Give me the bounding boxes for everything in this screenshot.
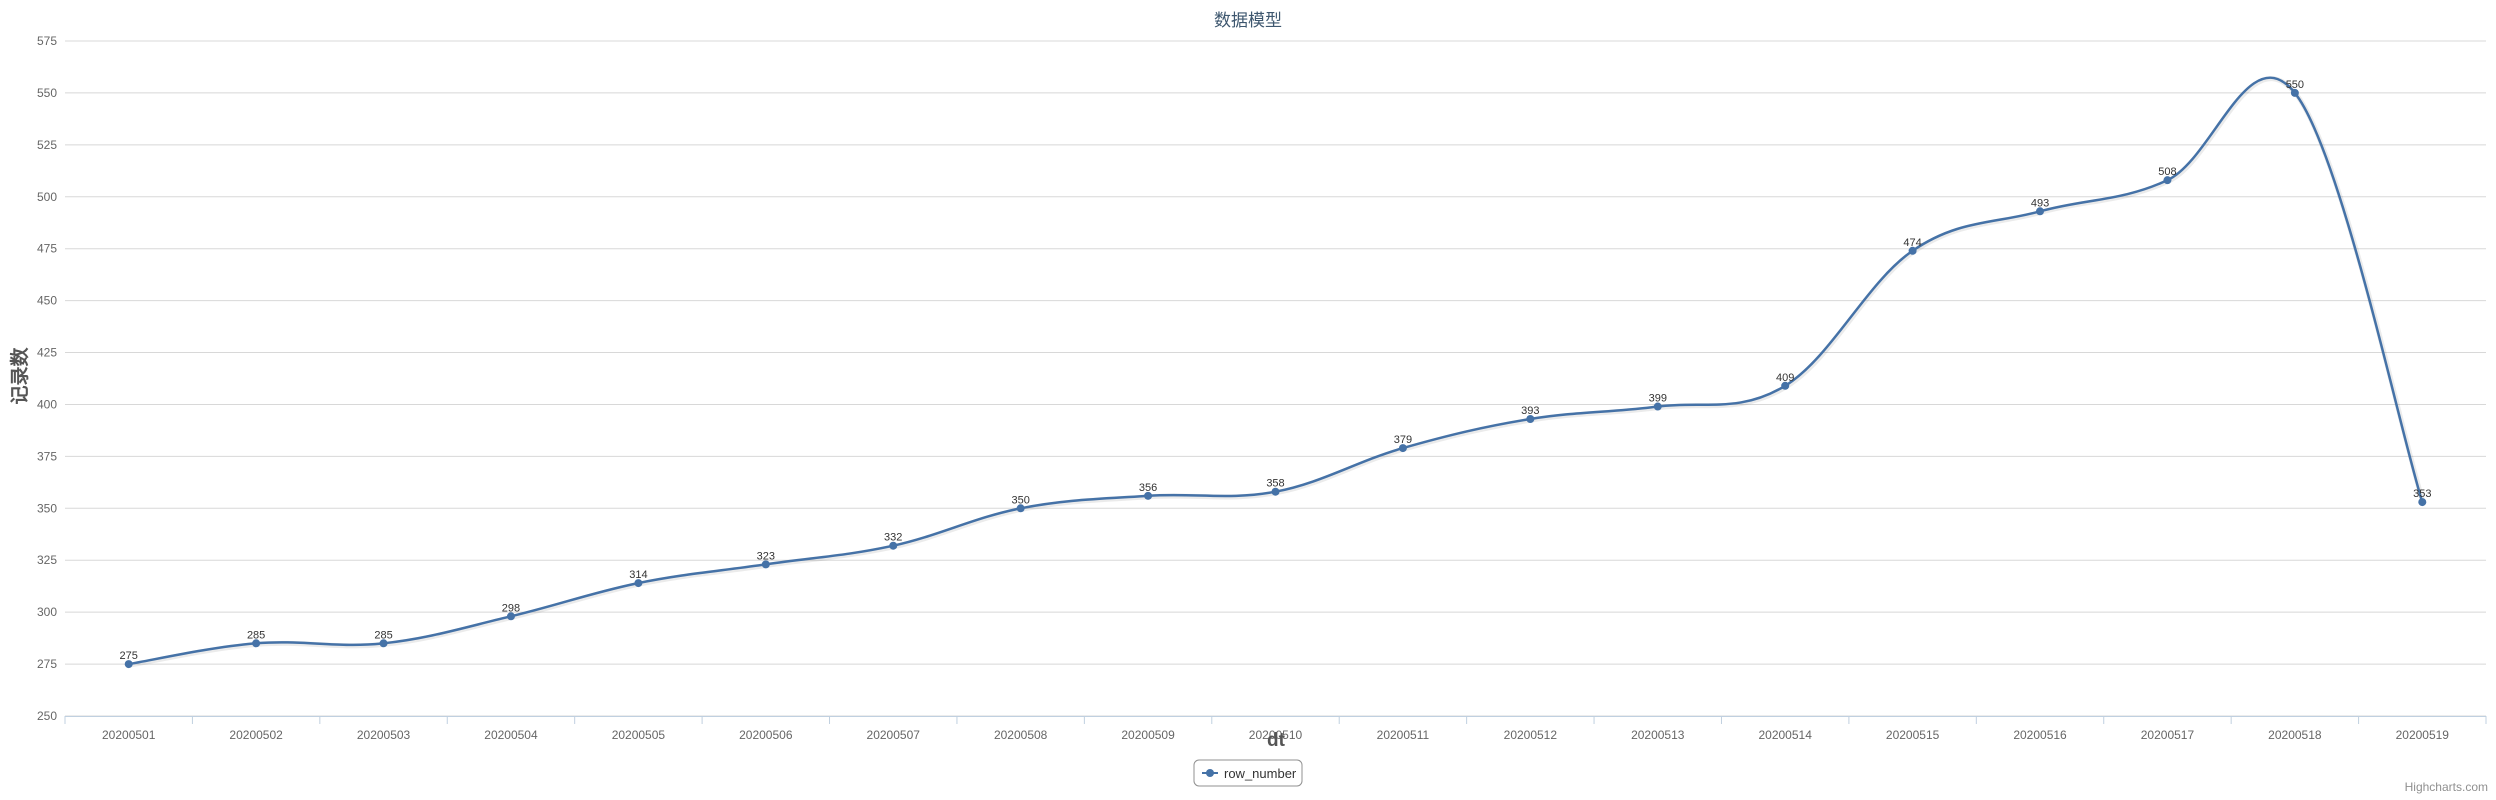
data-label: 353: [2413, 488, 2431, 500]
x-tick-label: 20200511: [1377, 728, 1430, 742]
data-point-20200512[interactable]: [1526, 415, 1535, 423]
x-axis-title: dt: [1267, 730, 1286, 751]
y-tick-label: 375: [37, 449, 57, 463]
y-axis-title: 记录数: [8, 347, 31, 405]
data-label: 379: [1394, 434, 1412, 446]
y-tick-label: 425: [37, 346, 57, 360]
x-tick-label: 20200505: [612, 728, 666, 742]
y-tick-label: 300: [37, 605, 57, 619]
data-label: 298: [502, 602, 520, 614]
data-point-20200515[interactable]: [1908, 246, 1917, 255]
data-point-20200510[interactable]: [1271, 487, 1280, 496]
y-tick-label: 475: [37, 242, 57, 256]
y-axis-ticks: 250 275 300 325 350 375 400 425 450 475 500 525 550 5…: [37, 34, 57, 723]
x-tick-label: 20200502: [229, 728, 283, 742]
y-tick-label: 400: [37, 397, 57, 411]
x-tick-label: 20200513: [1631, 728, 1685, 742]
data-point-20200509[interactable]: [1144, 491, 1153, 500]
data-label: 275: [120, 650, 138, 662]
data-point-20200511[interactable]: [1398, 444, 1407, 453]
y-tick-label: 275: [37, 657, 57, 671]
x-tick-label: 20200514: [1758, 728, 1812, 742]
data-point-20200502[interactable]: [252, 639, 261, 648]
legend-box: [1193, 759, 1303, 787]
data-point-20200514[interactable]: [1781, 381, 1790, 390]
data-label: 409: [1776, 372, 1794, 384]
legend-symbol-marker: [1206, 769, 1214, 777]
data-label: 550: [2286, 79, 2304, 91]
y-tick-label: 500: [37, 190, 57, 204]
y-tick-label: 525: [37, 138, 57, 152]
x-tick-label: 20200512: [1504, 728, 1558, 742]
data-point-20200508[interactable]: [1016, 504, 1025, 513]
x-axis: 20200501 20200502 20200503 20200504 20200505…: [64, 716, 2487, 742]
data-point-20200513[interactable]: [1653, 402, 1662, 411]
data-point-20200505[interactable]: [634, 579, 643, 588]
y-tick-label: 550: [37, 86, 57, 100]
grid-lines: [65, 40, 2486, 717]
x-tick-label: 20200507: [867, 728, 921, 742]
data-label: 474: [1903, 237, 1921, 249]
data-point-20200504[interactable]: [506, 612, 515, 621]
data-point-20200506[interactable]: [761, 560, 770, 569]
series-line[interactable]: [127, 76, 2424, 666]
x-tick-label: 20200516: [2013, 728, 2067, 742]
y-tick-label: 250: [37, 709, 57, 723]
x-tick-label: 20200506: [739, 728, 793, 742]
x-tick-label: 20200503: [357, 728, 411, 742]
legend[interactable]: row_number: [1193, 759, 1303, 787]
series-line-shadow: [129, 76, 2426, 668]
x-tick-label: 20200510: [1249, 728, 1303, 742]
data-point-20200519[interactable]: [2418, 498, 2427, 507]
data-point-20200516[interactable]: [2036, 207, 2045, 216]
chart-title: 数据模型: [1214, 11, 1282, 30]
y-tick-label: 350: [37, 501, 57, 515]
y-tick-label: 325: [37, 553, 57, 567]
credits-link[interactable]: Highcharts.com: [2404, 780, 2488, 794]
data-label: 358: [1266, 478, 1284, 490]
data-label: 314: [629, 569, 647, 581]
data-point-20200518[interactable]: [2290, 88, 2299, 97]
x-tick-label: 20200508: [994, 728, 1048, 742]
y-tick-label: 450: [37, 294, 57, 308]
x-tick-label: 20200519: [2396, 728, 2450, 742]
legend-item-row_number[interactable]: row_number: [1224, 766, 1297, 781]
data-point-20200503[interactable]: [379, 639, 388, 648]
x-tick-label: 20200515: [1886, 728, 1940, 742]
data-point-20200507[interactable]: [889, 541, 898, 550]
x-tick-label: 20200501: [102, 728, 156, 742]
data-label: 285: [247, 629, 265, 641]
x-tick-label: 20200504: [484, 728, 538, 742]
data-label: 493: [2031, 197, 2049, 209]
series-row_number[interactable]: [124, 76, 2427, 669]
data-label: 356: [1139, 482, 1157, 494]
data-point-20200517[interactable]: [2163, 176, 2172, 185]
x-tick-label: 20200509: [1121, 728, 1175, 742]
y-tick-label: 575: [37, 34, 57, 48]
data-label: 393: [1521, 405, 1539, 417]
x-tick-label: 20200517: [2141, 728, 2195, 742]
data-point-20200501[interactable]: [124, 660, 133, 669]
data-label: 285: [374, 629, 392, 641]
data-label: 350: [1011, 494, 1029, 506]
x-tick-label: 20200518: [2268, 728, 2322, 742]
data-label: 323: [757, 550, 775, 562]
data-label: 332: [884, 532, 902, 544]
data-labels: 275 285 285 298 314 323 332 350 356 358 379 393 399 4…: [120, 79, 2432, 662]
data-label: 399: [1649, 393, 1667, 405]
data-label: 508: [2158, 166, 2176, 178]
